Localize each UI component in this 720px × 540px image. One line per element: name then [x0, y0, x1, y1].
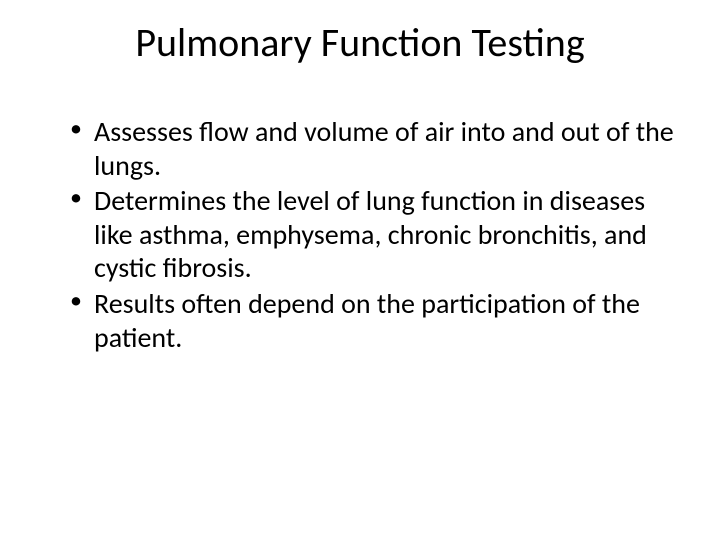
slide: Pulmonary Function Testing Assesses flow… [0, 0, 720, 540]
list-item: Results often depend on the participatio… [70, 287, 680, 354]
slide-title: Pulmonary Function Testing [40, 18, 680, 67]
list-item: Determines the level of lung function in… [70, 184, 680, 285]
list-item: Assesses flow and volume of air into and… [70, 115, 680, 182]
bullet-list: Assesses flow and volume of air into and… [40, 115, 680, 354]
